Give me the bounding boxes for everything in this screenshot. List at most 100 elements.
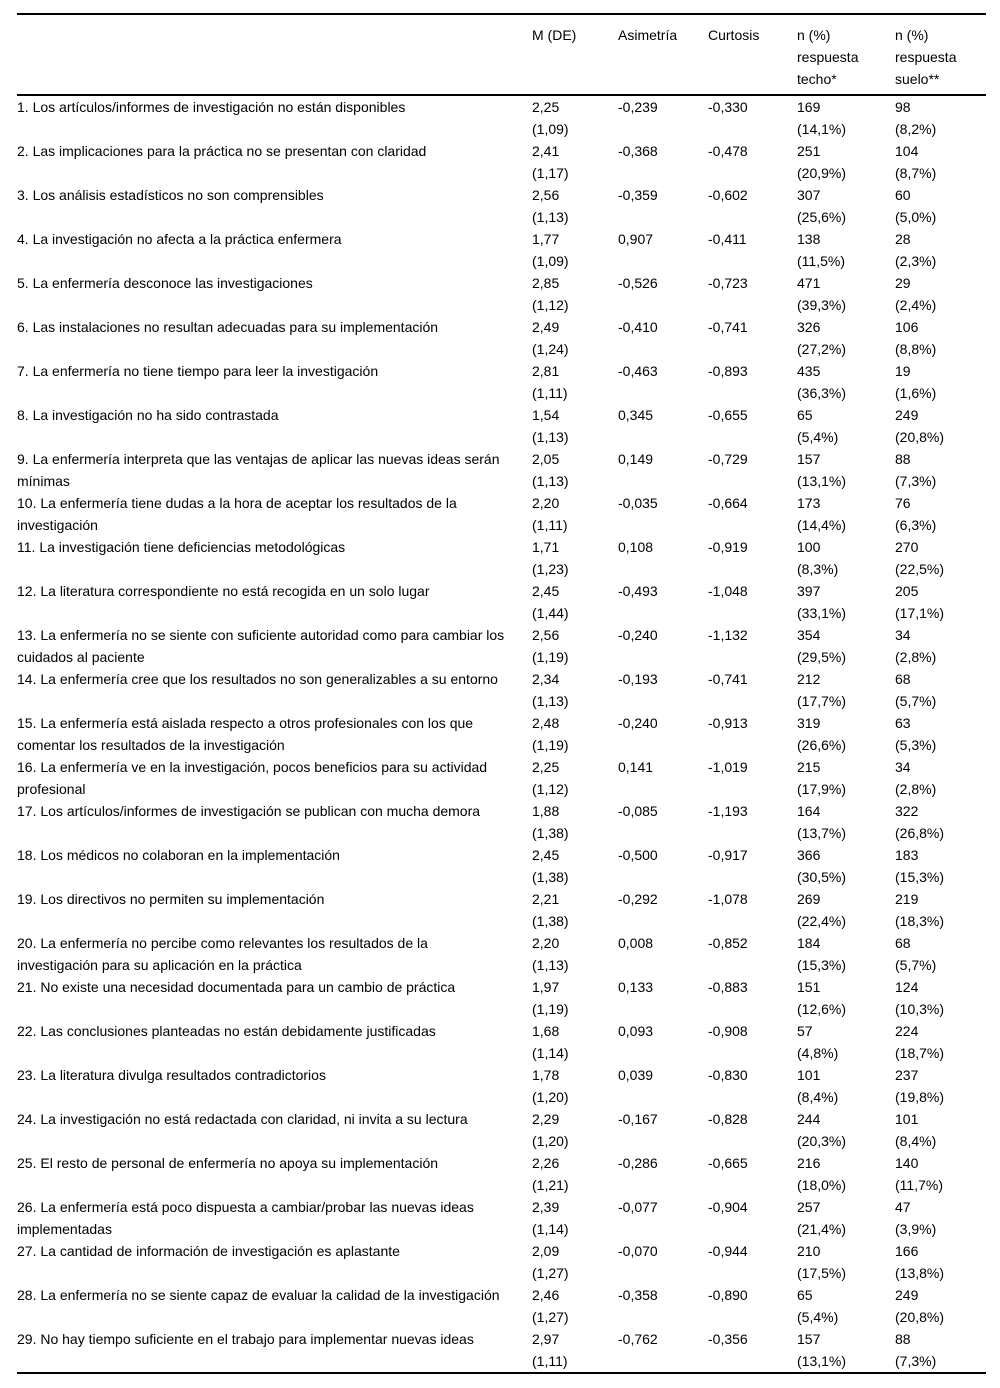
secondary-line: (13,1%) — [797, 1353, 847, 1369]
secondary-line: (1,13) — [532, 429, 569, 445]
cell-item: 24. La investigación no está redactada c… — [17, 1108, 532, 1152]
cell-suelo: 101 (8,4%) — [895, 1108, 986, 1152]
secondary-line: (29,5%) — [797, 649, 847, 665]
primary-line: -0,085 — [618, 803, 658, 819]
cell-item: 12. La literatura correspondiente no est… — [17, 580, 532, 624]
cell-m-de: 2,97 (1,11) — [532, 1328, 618, 1373]
secondary-line: (1,09) — [532, 253, 569, 269]
primary-line: 164 — [797, 803, 821, 819]
secondary-line: (12,6%) — [797, 1001, 847, 1017]
cell-asimetria: -0,240 — [618, 712, 708, 756]
cell-techo: 319 (26,6%) — [797, 712, 895, 756]
cell-suelo: 205 (17,1%) — [895, 580, 986, 624]
primary-line: 322 — [895, 803, 919, 819]
cell-curtosis: -1,019 — [708, 756, 797, 800]
cell-suelo: 124 (10,3%) — [895, 976, 986, 1020]
cell-techo: 184 (15,3%) — [797, 932, 895, 976]
cell-item: 27. La cantidad de información de invest… — [17, 1240, 532, 1284]
primary-line: -0,463 — [618, 363, 658, 379]
cell-suelo: 68 (5,7%) — [895, 932, 986, 976]
column-header-respuesta-techo: n (%) respuesta techo* — [797, 14, 895, 96]
secondary-line: (8,2%) — [895, 121, 937, 137]
primary-line: -0,655 — [708, 407, 748, 423]
secondary-line: (5,0%) — [895, 209, 937, 225]
table-row: 27. La cantidad de información de invest… — [17, 1240, 986, 1284]
primary-line: 34 — [895, 759, 911, 775]
primary-line: 326 — [797, 319, 821, 335]
secondary-line: (17,1%) — [895, 605, 945, 621]
cell-suelo: 270 (22,5%) — [895, 536, 986, 580]
cell-m-de: 2,29 (1,20) — [532, 1108, 618, 1152]
cell-asimetria: -0,292 — [618, 888, 708, 932]
secondary-line: (5,4%) — [797, 1309, 839, 1325]
secondary-line: (18,7%) — [895, 1045, 945, 1061]
cell-techo: 366 (30,5%) — [797, 844, 895, 888]
primary-line: 28 — [895, 231, 911, 247]
primary-line: 65 — [797, 1287, 813, 1303]
secondary-line: (1,13) — [532, 693, 569, 709]
primary-line: 88 — [895, 1331, 911, 1347]
secondary-line: (13,7%) — [797, 825, 847, 841]
secondary-line: (14,4%) — [797, 517, 847, 533]
cell-techo: 157 (13,1%) — [797, 448, 895, 492]
secondary-line: (20,8%) — [895, 1309, 945, 1325]
cell-suelo: 47 (3,9%) — [895, 1196, 986, 1240]
cell-suelo: 322 (26,8%) — [895, 800, 986, 844]
primary-line: 319 — [797, 715, 821, 731]
cell-techo: 138 (11,5%) — [797, 228, 895, 272]
secondary-line: (8,7%) — [895, 165, 937, 181]
table-row: 4. La investigación no afecta a la práct… — [17, 228, 986, 272]
cell-m-de: 2,56 (1,19) — [532, 624, 618, 668]
table-row: 26. La enfermería está poco dispuesta a … — [17, 1196, 986, 1240]
cell-asimetria: -0,193 — [618, 668, 708, 712]
cell-curtosis: -0,411 — [708, 228, 797, 272]
secondary-line: (1,20) — [532, 1133, 569, 1149]
cell-asimetria: 0,141 — [618, 756, 708, 800]
primary-line: -1,193 — [708, 803, 748, 819]
cell-curtosis: -1,193 — [708, 800, 797, 844]
primary-line: 219 — [895, 891, 919, 907]
cell-item: 8. La investigación no ha sido contrasta… — [17, 404, 532, 448]
primary-line: 138 — [797, 231, 821, 247]
primary-line: 2,20 — [532, 495, 560, 511]
primary-line: 2,97 — [532, 1331, 560, 1347]
secondary-line: (5,7%) — [895, 693, 937, 709]
cell-item: 28. La enfermería no se siente capaz de … — [17, 1284, 532, 1328]
cell-asimetria: -0,410 — [618, 316, 708, 360]
cell-item: 6. Las instalaciones no resultan adecuad… — [17, 316, 532, 360]
primary-line: 1,54 — [532, 407, 560, 423]
primary-line: 140 — [895, 1155, 919, 1171]
primary-line: 2,39 — [532, 1199, 560, 1215]
cell-asimetria: 0,108 — [618, 536, 708, 580]
cell-suelo: 237 (19,8%) — [895, 1064, 986, 1108]
secondary-line: (14,1%) — [797, 121, 847, 137]
cell-techo: 216 (18,0%) — [797, 1152, 895, 1196]
cell-asimetria: 0,039 — [618, 1064, 708, 1108]
cell-asimetria: -0,035 — [618, 492, 708, 536]
primary-line: 57 — [797, 1023, 813, 1039]
cell-item: 26. La enfermería está poco dispuesta a … — [17, 1196, 532, 1240]
primary-line: 26. La enfermería está poco dispuesta a … — [17, 1199, 474, 1237]
cell-techo: 435 (36,3%) — [797, 360, 895, 404]
primary-line: 101 — [797, 1067, 821, 1083]
primary-line: -0,035 — [618, 495, 658, 511]
table-row: 1. Los artículos/informes de investigaci… — [17, 95, 986, 140]
cell-curtosis: -0,944 — [708, 1240, 797, 1284]
secondary-line: (1,13) — [532, 473, 569, 489]
secondary-line: (1,09) — [532, 121, 569, 137]
cell-item: 7. La enfermería no tiene tiempo para le… — [17, 360, 532, 404]
primary-line: 34 — [895, 627, 911, 643]
cell-m-de: 2,34 (1,13) — [532, 668, 618, 712]
cell-curtosis: -0,356 — [708, 1328, 797, 1373]
secondary-line: (2,8%) — [895, 781, 937, 797]
cell-techo: 471 (39,3%) — [797, 272, 895, 316]
primary-line: -0,493 — [618, 583, 658, 599]
cell-techo: 101 (8,4%) — [797, 1064, 895, 1108]
primary-line: 2,34 — [532, 671, 560, 687]
cell-curtosis: -0,904 — [708, 1196, 797, 1240]
cell-techo: 354 (29,5%) — [797, 624, 895, 668]
secondary-line: (18,3%) — [895, 913, 945, 929]
descriptives-table: M (DE) Asimetría Curtosis n (%) respuest… — [17, 13, 986, 1374]
cell-m-de: 1,97 (1,19) — [532, 976, 618, 1020]
primary-line: -1,132 — [708, 627, 748, 643]
